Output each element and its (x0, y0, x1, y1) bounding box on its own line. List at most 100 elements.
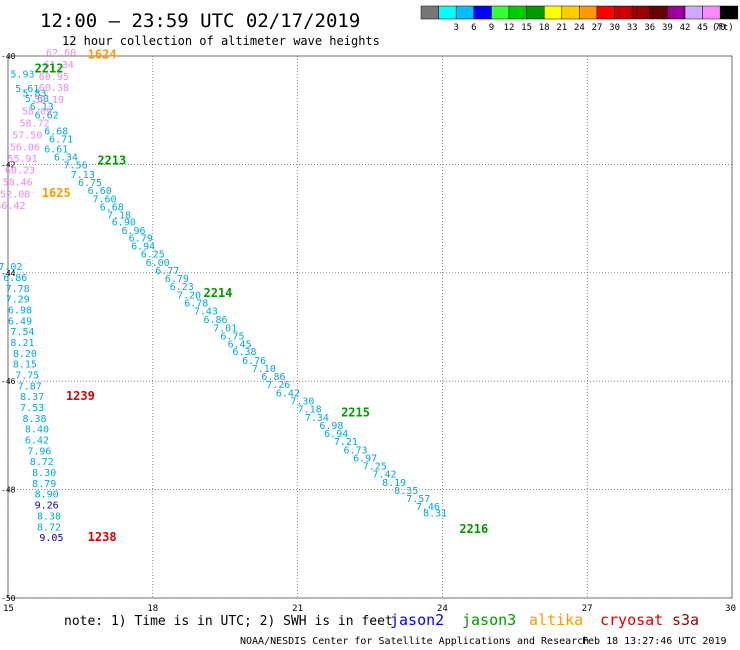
colorbar-swatch (614, 5, 633, 20)
wave-height-label: 7.10 (252, 364, 276, 375)
wave-height-label: 8.30 (32, 468, 56, 479)
mission-legend-jason3: jason3 (462, 611, 516, 629)
wave-height-label: 7.56 (64, 161, 88, 172)
wave-height-label: 7.18 (107, 211, 131, 222)
colorbar-tick-label: 9 (489, 23, 494, 33)
wave-height-label: 8.38 (22, 414, 46, 425)
footer-credit: NOAA/NESDIS Center for Satellite Applica… (240, 636, 589, 647)
wave-height-label: 58.46 (3, 178, 33, 189)
wave-height-label: 62.60 (46, 48, 76, 59)
wave-height-label: 7.29 (6, 295, 30, 306)
colorbar-swatch (684, 5, 703, 20)
wave-height-label: 7.02 (0, 262, 22, 273)
chart-subtitle: 12 hour collection of altimeter wave hei… (62, 34, 380, 48)
colorbar-swatch (561, 5, 580, 20)
colorbar-tick-label: 42 (680, 23, 691, 33)
wave-height-label: 6.86 (261, 372, 285, 383)
wave-height-label: 60.23 (5, 166, 35, 177)
pass-time-label: 2216 (459, 522, 488, 536)
wave-height-label: 6.13 (30, 102, 54, 113)
mission-legend: jason2 jason3 altika cryosat s3a (390, 611, 699, 629)
wave-height-label: 55.91 (7, 154, 37, 165)
latitude-tick-label: -50 (1, 594, 16, 603)
latitude-tick-label: -40 (1, 52, 16, 61)
wave-height-label: 6.23 (170, 282, 194, 293)
wave-height-label: 6.71 (49, 135, 73, 146)
wave-height-label: 6.90 (112, 218, 136, 229)
pass-time-label: 1239 (66, 389, 95, 403)
wave-height-label: 6.98 (319, 421, 343, 432)
wave-height-label: 6.86 (203, 315, 227, 326)
wave-height-label: 61.34 (44, 60, 74, 71)
pass-time-label: 1624 (88, 48, 117, 62)
wave-height-label: 6.78 (184, 298, 208, 309)
longitude-tick-label: 21 (292, 604, 303, 614)
wave-height-label: 7.57 (406, 494, 430, 505)
wave-height-label: 7.54 (10, 327, 34, 338)
wave-height-label: 7.21 (334, 437, 358, 448)
colorbar-swatch (420, 5, 439, 20)
wave-height-label: 6.98 (8, 305, 32, 316)
colorbar-swatch (491, 5, 510, 20)
pass-time-label: 2214 (204, 286, 233, 300)
pass-time-labels: 1624 2212 2213 1625 2214 1239 2215 1238 2216 (35, 48, 489, 544)
pass-time-label: 1238 (88, 530, 117, 544)
colorbar-swatch (526, 5, 545, 20)
pass-time-label: 2212 (35, 61, 64, 75)
wave-height-label: 6.38 (232, 347, 256, 358)
colorbar-tick-label: 6 (471, 23, 476, 33)
wave-height-label: 6.96 (121, 226, 145, 237)
wave-height-label: 7.01 (213, 323, 237, 334)
colorbar-tick-label: 30 (609, 23, 620, 33)
mission-legend-jason2: jason2 (390, 611, 444, 629)
colorbar-tick-label: 18 (539, 23, 550, 33)
colorbar-swatch (543, 5, 563, 20)
latitude-tick-label: -48 (1, 486, 16, 495)
wave-height-label: 5.93 (10, 70, 34, 81)
wave-height-label: 7.53 (20, 403, 44, 414)
wave-height-label: 6.77 (155, 266, 179, 277)
wave-height-label: 57.50 (12, 130, 42, 141)
colorbar-tick-label: 33 (627, 23, 638, 33)
colorbar-swatch (631, 5, 651, 20)
mission-legend-cryosat: cryosat (600, 611, 663, 629)
wave-height-label: 7.20 (177, 290, 201, 301)
wave-height-label: 60.95 (39, 72, 69, 83)
wave-height-label: 7.60 (92, 194, 116, 205)
pass-time-label: 2213 (97, 153, 126, 167)
latitude-tick-labels: -40 -42 -44 -46 -48 -50 (1, 52, 16, 603)
wave-height-label: 6.49 (8, 316, 32, 327)
wave-height-label: 6.00 (146, 258, 170, 269)
wave-height-label: 8.20 (13, 349, 37, 360)
wave-height-label: 6.61 (44, 144, 68, 155)
wave-height-label: 8.72 (37, 522, 61, 533)
colorbar-tick-label: 39 (662, 23, 673, 33)
colorbar-tick-label: 27 (592, 23, 603, 33)
wave-height-label: 8.90 (35, 490, 59, 501)
wave-height-label: 6.25 (141, 250, 165, 261)
wave-height-label: 8.21 (10, 338, 34, 349)
wave-height-label: 5.68 (25, 94, 49, 105)
longitude-tick-labels: 15 18 21 24 27 30 (3, 604, 736, 614)
colorbar-swatch (508, 5, 527, 20)
colorbar-tick-label: 21 (556, 23, 567, 33)
colorbar-swatch (719, 5, 739, 20)
wave-height-label: 60.38 (39, 83, 69, 94)
wave-height-label: 8.79 (32, 479, 56, 490)
wave-height-label: 6.75 (220, 331, 244, 342)
wave-height-label: 7.13 (71, 170, 95, 181)
wave-height-label: 6.62 (35, 110, 59, 121)
wave-height-label: 6.75 (78, 178, 102, 189)
wave-height-label: 56.42 (0, 201, 25, 212)
wave-height-label: 8.40 (25, 425, 49, 436)
wave-height-label: 52.08 (0, 189, 30, 200)
wave-height-label: 7.26 (266, 380, 290, 391)
footer-note: note: 1) Time is in UTC; 2) SWH is in fe… (64, 614, 393, 629)
wave-height-label: 8.19 (382, 478, 406, 489)
wave-height-label: 8.37 (20, 392, 44, 403)
wave-height-label: 6.86 (3, 273, 27, 284)
colorbar-tick-label: 36 (644, 23, 655, 33)
wave-height-label: 6.97 (353, 453, 377, 464)
longitude-tick-label: 24 (437, 604, 448, 614)
